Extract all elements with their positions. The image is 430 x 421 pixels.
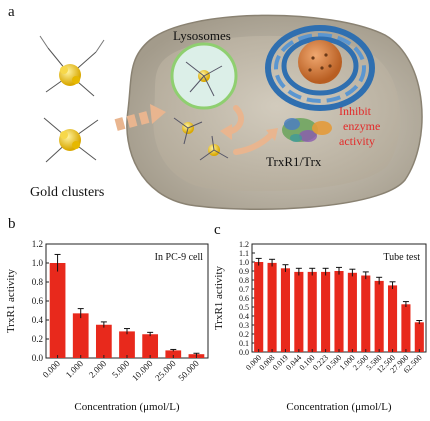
nucleus — [265, 25, 375, 111]
y-tick-label: 0.3 — [239, 321, 249, 330]
y-tick-label: 0.9 — [239, 267, 249, 276]
arrow-to-enzyme — [233, 131, 275, 155]
y-axis-label: TrxR1 activity — [5, 268, 17, 333]
y-tick-label: 0.0 — [32, 353, 44, 363]
bar — [267, 262, 277, 352]
label-inhibit-1: Inhibit — [339, 104, 372, 118]
bar — [142, 334, 159, 358]
x-tick-label: 2.000 — [87, 358, 109, 380]
panel-letter-b: b — [8, 216, 16, 232]
panel-letter-a: a — [8, 4, 15, 20]
y-tick-label: 0.0 — [239, 348, 249, 357]
arrow-to-enzyme-head — [266, 128, 278, 141]
cell-schematic: Lysosomes TrxR1/Trx Inhibit enzy — [30, 14, 423, 210]
y-tick-label: 0.2 — [239, 330, 249, 339]
trxr1-protein — [282, 118, 332, 142]
bar — [374, 280, 384, 352]
bar — [165, 350, 182, 358]
y-tick-label: 0.7 — [239, 285, 249, 294]
chart-b: 0.0 0.2 0.4 0.6 0.8 1.0 1.2 0.000 1.000 2.000 5.00… — [0, 214, 214, 421]
bar — [414, 322, 424, 352]
bar — [401, 304, 411, 352]
y-tick-label: 0.6 — [239, 294, 249, 303]
bar — [254, 262, 264, 352]
label-inhibit-3: activity — [339, 134, 375, 148]
x-axis-label: Concentration (μmol/L) — [74, 401, 180, 413]
y-tick-label: 1.0 — [239, 258, 249, 267]
label-lysosomes: Lysosomes — [173, 28, 231, 43]
y-axis-label: TrxR1 activity — [213, 265, 225, 330]
bar — [334, 271, 344, 352]
x-tick-label: 0.000 — [41, 358, 63, 380]
chart-c-svg: 0.00.10.20.30.40.50.60.70.80.91.01.11.20… — [213, 240, 427, 413]
y-tick-label: 0.4 — [239, 312, 249, 321]
free-gold-cluster-bottom — [43, 117, 99, 163]
bar — [387, 285, 398, 352]
bar — [347, 272, 357, 352]
y-tick-label: 0.8 — [32, 277, 44, 287]
x-tick-label: 5.000 — [110, 358, 132, 380]
chart-b-svg: 0.0 0.2 0.4 0.6 0.8 1.0 1.2 0.000 1.000 2.000 5.00… — [5, 239, 209, 413]
panel-letter-c: c — [214, 222, 221, 238]
x-tick-label: 50.000 — [176, 358, 201, 383]
bar — [119, 331, 135, 358]
chart-annotation: In PC-9 cell — [155, 252, 204, 263]
label-trx: TrxR1/Trx — [266, 154, 322, 169]
y-tick-label: 1.2 — [239, 240, 249, 249]
x-tick-label: 10.000 — [130, 358, 155, 383]
y-tick-label: 0.8 — [239, 276, 249, 285]
x-axis-label: Concentration (μmol/L) — [286, 401, 392, 413]
y-tick-label: 0.1 — [239, 339, 249, 348]
label-inhibit-2: enzyme — [343, 119, 380, 133]
lysosome-cluster — [185, 61, 223, 97]
uptake-arrow — [114, 104, 166, 131]
y-tick-label: 0.4 — [32, 315, 44, 325]
arrow-lysosome-out-head — [220, 124, 232, 140]
bar — [294, 271, 304, 352]
chart-c: 0.0 0.1 0.2 0.3 0.4 0.5 0.6 0.7 0.8 0.9 1.0 1.1 1.2 0… — [212, 220, 430, 421]
y-tick-label: 1.2 — [32, 239, 43, 249]
bar — [49, 263, 66, 358]
bar — [307, 271, 317, 352]
bar — [95, 324, 112, 358]
y-tick-label: 0.5 — [239, 303, 249, 312]
cytoplasm-cluster-1 — [173, 117, 203, 145]
x-tick-label: 1.000 — [64, 358, 86, 380]
chart-annotation: Tube test — [383, 252, 420, 263]
bar — [280, 268, 291, 352]
y-tick-label: 0.2 — [32, 334, 43, 344]
bar — [361, 275, 371, 352]
y-tick-label: 1.0 — [32, 258, 44, 268]
y-tick-label: 1.1 — [239, 249, 249, 258]
bar — [321, 271, 331, 352]
free-gold-cluster-top — [39, 35, 105, 97]
cytoplasm-cluster-2 — [199, 135, 229, 161]
bar — [72, 313, 89, 358]
x-tick-label: 25.000 — [153, 358, 178, 383]
label-gold-clusters: Gold clusters — [30, 185, 104, 200]
y-tick-label: 0.6 — [32, 296, 44, 306]
